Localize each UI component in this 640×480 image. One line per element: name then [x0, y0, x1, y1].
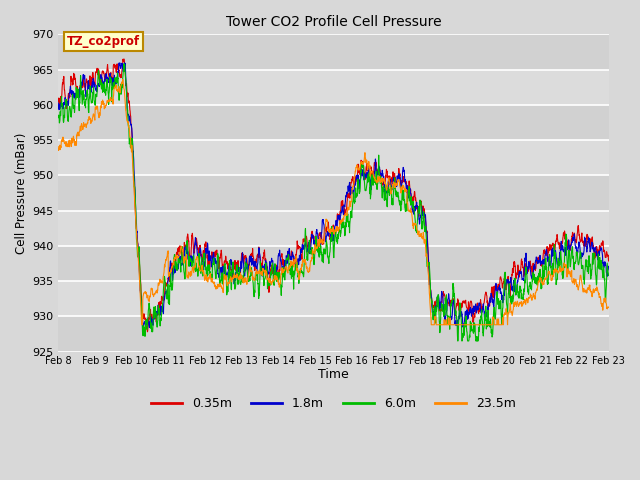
Legend: 0.35m, 1.8m, 6.0m, 23.5m: 0.35m, 1.8m, 6.0m, 23.5m — [146, 392, 521, 415]
Bar — [58, 105, 609, 140]
Bar — [58, 246, 609, 281]
Bar — [58, 281, 609, 316]
Bar — [58, 140, 609, 175]
Title: Tower CO2 Profile Cell Pressure: Tower CO2 Profile Cell Pressure — [226, 15, 441, 29]
X-axis label: Time: Time — [318, 368, 349, 381]
Bar — [58, 316, 609, 351]
Y-axis label: Cell Pressure (mBar): Cell Pressure (mBar) — [15, 132, 28, 253]
Bar — [58, 211, 609, 246]
Bar — [58, 175, 609, 211]
Bar — [58, 35, 609, 70]
Text: TZ_co2prof: TZ_co2prof — [67, 36, 140, 48]
Bar — [58, 70, 609, 105]
